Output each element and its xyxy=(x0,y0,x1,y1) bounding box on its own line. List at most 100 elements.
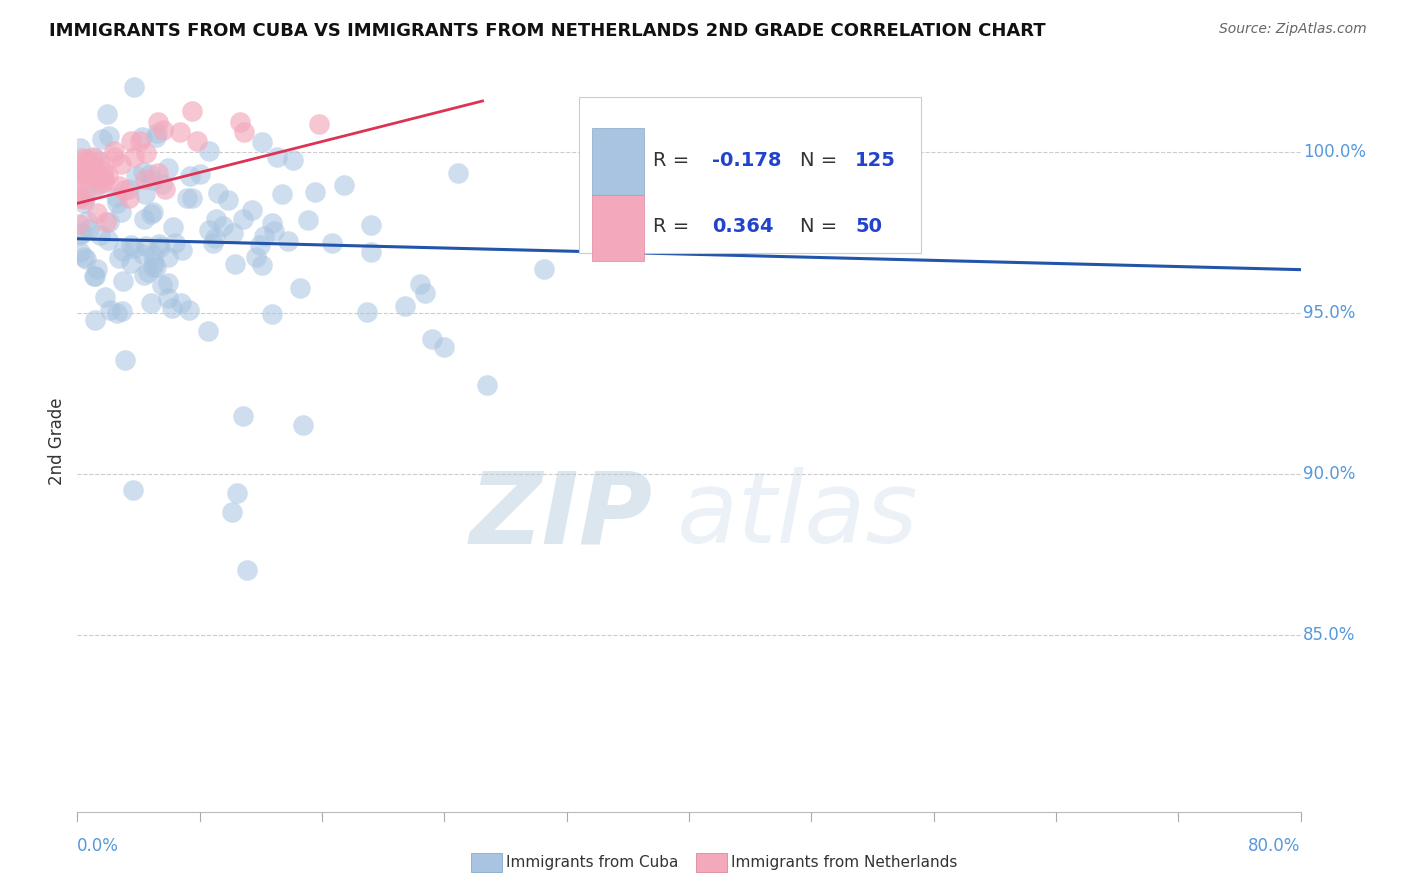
Point xyxy=(77,166,100,180)
Point xyxy=(221,505,243,519)
Point xyxy=(69,228,91,243)
Point xyxy=(145,260,167,274)
Point xyxy=(232,409,254,423)
Point xyxy=(170,243,193,257)
Y-axis label: 2nd Grade: 2nd Grade xyxy=(48,398,66,485)
Point xyxy=(160,301,183,315)
Point xyxy=(125,169,148,184)
Point xyxy=(420,332,443,346)
Text: 80.0%: 80.0% xyxy=(1249,838,1301,855)
Point xyxy=(120,135,142,149)
Point xyxy=(94,290,117,304)
Point xyxy=(73,250,96,264)
Point xyxy=(240,202,263,217)
Point xyxy=(69,141,91,155)
Point xyxy=(98,129,121,144)
Point xyxy=(277,235,299,249)
Point xyxy=(76,188,98,202)
FancyBboxPatch shape xyxy=(592,128,644,194)
Point xyxy=(76,160,98,174)
Point xyxy=(120,256,142,270)
Point xyxy=(86,205,108,219)
Point xyxy=(110,157,132,171)
Point xyxy=(75,252,97,266)
Point xyxy=(170,295,193,310)
Point xyxy=(142,260,165,275)
Point xyxy=(190,167,212,181)
Point xyxy=(103,145,125,159)
Point xyxy=(142,205,165,219)
Point xyxy=(89,228,111,243)
Point xyxy=(94,214,117,228)
Point xyxy=(152,123,174,137)
Text: ZIP: ZIP xyxy=(470,467,652,564)
Point xyxy=(89,155,111,169)
Point xyxy=(333,178,356,192)
Point xyxy=(271,186,294,201)
Point xyxy=(236,563,259,577)
Point xyxy=(72,226,94,240)
Point xyxy=(112,244,135,258)
Point xyxy=(156,161,179,175)
Point xyxy=(83,179,105,194)
Point xyxy=(82,150,104,164)
Point xyxy=(212,219,235,234)
Point xyxy=(179,302,201,317)
Point xyxy=(263,224,285,238)
FancyBboxPatch shape xyxy=(579,97,921,252)
Point xyxy=(83,165,105,179)
Point xyxy=(91,165,114,179)
Point xyxy=(233,125,256,139)
Point xyxy=(360,218,382,232)
Text: Immigrants from Cuba: Immigrants from Cuba xyxy=(506,855,679,870)
Point xyxy=(413,285,436,300)
Point xyxy=(98,215,121,229)
Point xyxy=(308,117,330,131)
Point xyxy=(69,165,91,179)
Point xyxy=(162,219,184,234)
Point xyxy=(135,145,157,160)
Point xyxy=(122,241,145,255)
Point xyxy=(218,194,240,208)
Point xyxy=(84,313,107,327)
Point xyxy=(104,190,127,204)
Point xyxy=(197,324,219,338)
Point xyxy=(132,247,155,261)
Point xyxy=(105,196,128,211)
Point xyxy=(281,153,304,167)
Point xyxy=(186,134,208,148)
Point xyxy=(76,160,98,174)
Point xyxy=(304,185,326,199)
Point xyxy=(157,250,180,264)
Point xyxy=(176,191,198,205)
Point xyxy=(108,251,131,265)
Point xyxy=(224,257,246,271)
Point xyxy=(83,159,105,173)
Point xyxy=(120,238,142,252)
Point xyxy=(321,236,343,251)
Point xyxy=(153,182,176,196)
Point xyxy=(97,168,120,182)
Point xyxy=(73,195,96,210)
Point xyxy=(69,161,91,175)
Text: 0.0%: 0.0% xyxy=(77,838,120,855)
Point xyxy=(447,166,470,180)
Point xyxy=(201,236,224,251)
Point xyxy=(118,191,141,205)
Point xyxy=(252,258,274,272)
Point xyxy=(134,212,156,227)
Point xyxy=(67,187,90,202)
Point xyxy=(112,183,135,197)
Point xyxy=(69,168,91,182)
Point xyxy=(76,152,98,166)
Point xyxy=(124,80,146,95)
Point xyxy=(98,302,121,317)
Point xyxy=(225,485,247,500)
Point xyxy=(103,150,125,164)
Point xyxy=(149,240,172,254)
Point xyxy=(260,307,283,321)
Point xyxy=(145,130,167,145)
Point xyxy=(89,178,111,193)
Point xyxy=(69,244,91,259)
Point xyxy=(97,233,120,247)
